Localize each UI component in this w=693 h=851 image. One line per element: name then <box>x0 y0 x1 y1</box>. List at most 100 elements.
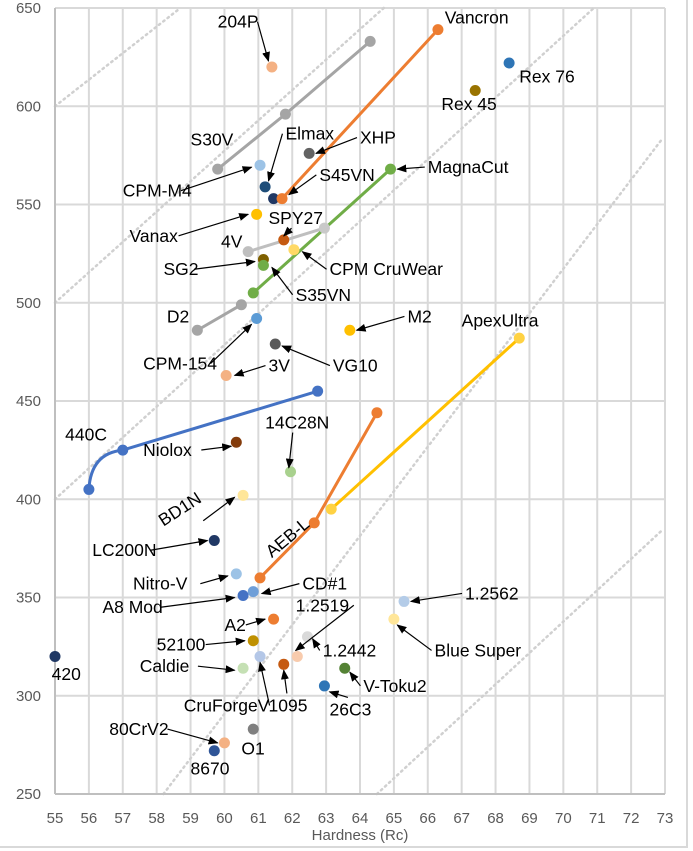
label-arrow <box>312 637 321 651</box>
x-axis-title: Hardness (Rc) <box>312 827 409 844</box>
y-tick-label: 500 <box>16 295 41 312</box>
label-arrow <box>349 671 361 687</box>
x-tick-label: 60 <box>216 810 233 827</box>
data-point <box>279 108 291 120</box>
gridlines <box>54 7 666 795</box>
point-label: XHP <box>360 128 396 148</box>
data-point <box>268 193 280 205</box>
data-point <box>254 572 266 584</box>
x-tick-label: 56 <box>81 810 98 827</box>
label-arrow <box>201 443 233 452</box>
data-point <box>117 444 129 456</box>
reference-lines <box>53 6 663 796</box>
data-point <box>385 163 396 175</box>
data-point <box>49 650 61 662</box>
x-tick-label: 69 <box>521 810 538 827</box>
x-tick-label: 61 <box>250 810 267 827</box>
point-label: 26C3 <box>330 699 372 719</box>
data-point <box>503 57 515 69</box>
point-label: 420 <box>52 664 81 684</box>
point-label: 204P <box>218 12 259 32</box>
data-point <box>318 222 330 234</box>
data-point <box>398 595 410 607</box>
data-point <box>278 658 290 670</box>
reference-line <box>53 6 596 501</box>
point-label: 1.2519 <box>296 595 350 615</box>
x-tick-label: 65 <box>386 810 403 827</box>
point-label: Vancron <box>445 8 509 28</box>
point-label: A2 <box>224 615 245 635</box>
data-point <box>318 680 330 692</box>
point-label: 4V <box>221 232 243 252</box>
label-arrow <box>178 213 250 237</box>
series-line <box>196 303 243 332</box>
data-point <box>339 662 351 674</box>
label-arrow <box>315 137 358 154</box>
data-point <box>432 24 444 36</box>
x-tick-label: 55 <box>47 810 64 827</box>
point-label: 52100 <box>157 635 206 655</box>
point-label: CPM-M4 <box>123 181 192 201</box>
data-point <box>312 385 324 397</box>
label-arrow <box>280 669 289 694</box>
data-point <box>291 650 303 662</box>
point-label: 80CrV2 <box>109 719 168 739</box>
data-point <box>364 35 376 47</box>
data-point <box>254 650 266 662</box>
label-arrow <box>205 637 246 646</box>
label-arrow <box>267 133 284 182</box>
label-arrow <box>283 226 293 237</box>
point-label: MagnaCut <box>428 157 509 177</box>
reference-line <box>53 6 182 108</box>
x-tick-label: 62 <box>284 810 301 827</box>
point-label: Caldie <box>140 656 190 676</box>
data-point <box>247 723 259 735</box>
data-point <box>212 163 224 175</box>
data-point <box>278 234 290 246</box>
label-arrow <box>258 661 271 706</box>
series-line <box>280 28 440 200</box>
y-tick-label: 350 <box>16 590 41 607</box>
label-arrow <box>167 728 219 745</box>
point-label: 440C <box>65 424 107 444</box>
x-tick-label: 64 <box>352 810 369 827</box>
label-arrow <box>328 690 349 699</box>
data-point <box>251 208 263 220</box>
label-arrow <box>193 258 256 270</box>
data-point <box>235 299 247 311</box>
data-point <box>513 332 525 344</box>
point-label: M2 <box>407 306 431 326</box>
point-label: VG10 <box>333 356 378 376</box>
point-label: 3V <box>269 356 291 376</box>
reference-line <box>53 6 385 304</box>
point-label: ApexUltra <box>462 310 539 330</box>
point-label: LC200N <box>92 540 156 560</box>
data-point <box>266 61 278 73</box>
data-point <box>218 737 230 749</box>
data-point <box>325 503 337 515</box>
data-point <box>259 181 271 193</box>
label-arrow <box>233 364 266 377</box>
x-tick-label: 68 <box>487 810 504 827</box>
point-label: Niolox <box>143 440 192 460</box>
label-arrow <box>396 164 425 173</box>
point-label: 8670 <box>191 758 230 778</box>
label-arrow <box>197 665 236 674</box>
y-tick-label: 300 <box>16 688 41 705</box>
x-tick-label: 58 <box>148 810 165 827</box>
point-label: D2 <box>167 306 189 326</box>
point-label: V-Toku2 <box>363 676 426 696</box>
label-arrow <box>355 315 405 332</box>
label-arrow <box>256 21 270 63</box>
label-arrow <box>288 174 317 196</box>
data-point <box>308 517 320 529</box>
point-label: 1.2442 <box>323 640 377 660</box>
data-point <box>230 568 242 580</box>
x-tick-label: 59 <box>182 810 199 827</box>
x-tick-label: 72 <box>623 810 640 827</box>
data-points <box>49 24 525 757</box>
label-arrow <box>409 592 463 604</box>
axes: 55 56 57 58 59 60 61 62 63 64 65 66 67 68 69 70 71 72 73 25… <box>16 0 673 827</box>
